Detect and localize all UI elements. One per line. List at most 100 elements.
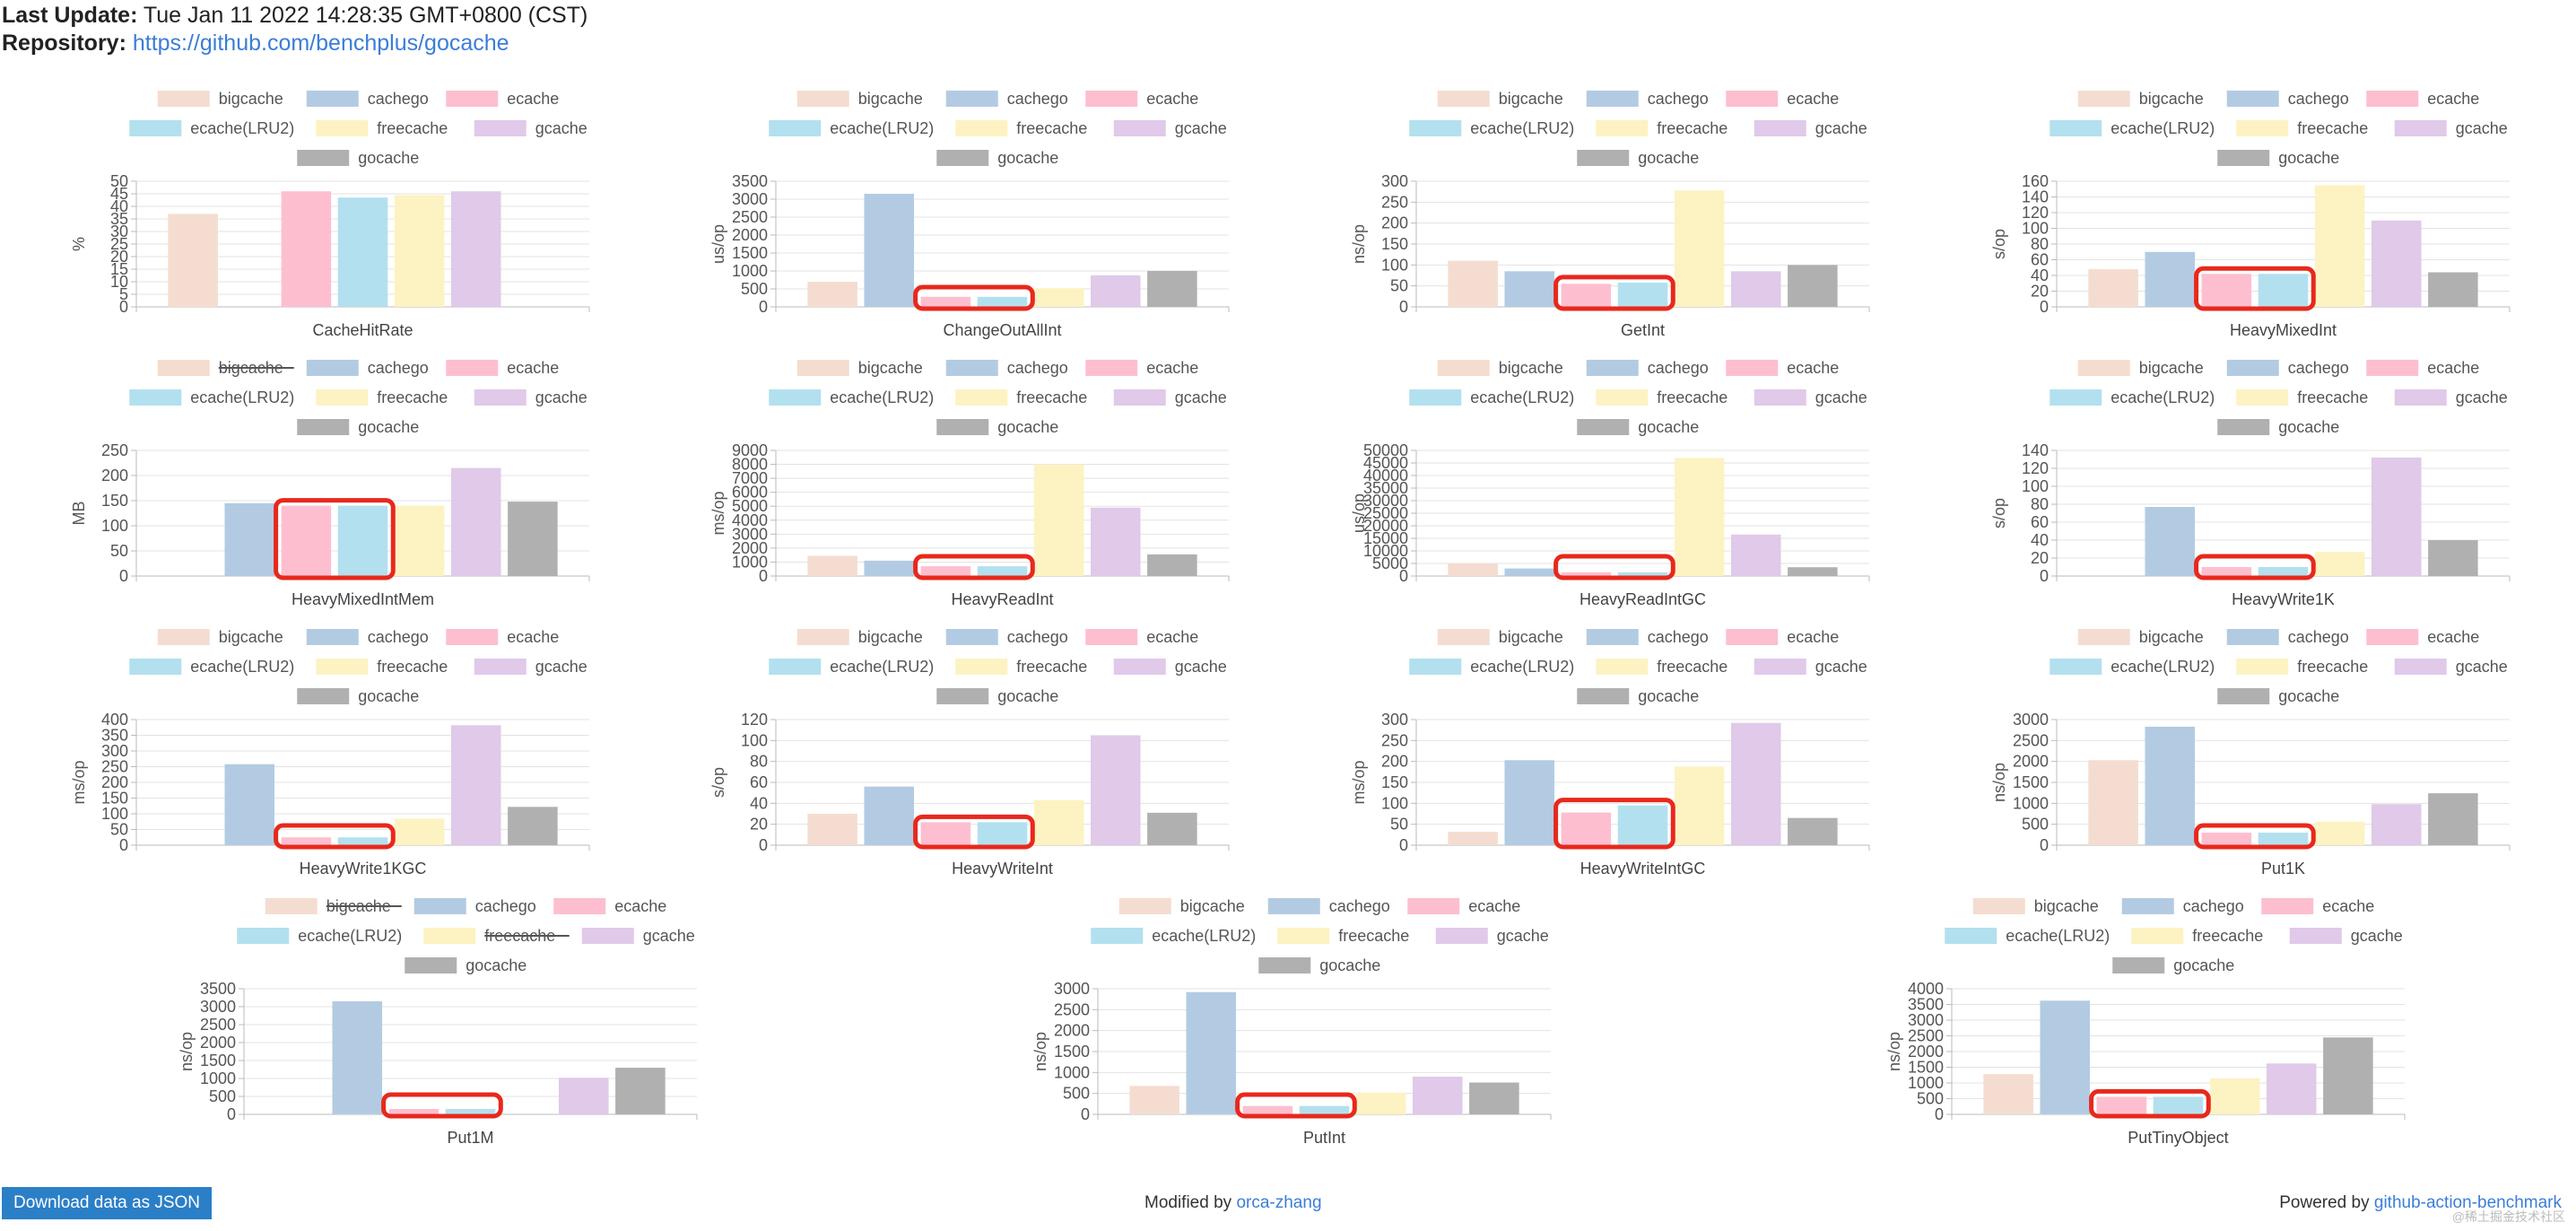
legend-item-bigcache[interactable]: bigcache xyxy=(796,359,923,377)
legend-item-gocache[interactable]: gocache xyxy=(936,418,1058,436)
bar-ecache-lru2[interactable] xyxy=(977,566,1028,576)
bar-gcache[interactable] xyxy=(1730,271,1781,307)
bar-gcache[interactable] xyxy=(1090,735,1141,846)
bar-freecache[interactable] xyxy=(1355,1092,1406,1114)
legend-item-gcache[interactable]: gcache xyxy=(1435,927,1549,945)
modified-by-link[interactable]: orca-zhang xyxy=(1236,1193,1322,1212)
legend-item-bigcache[interactable]: bigcache xyxy=(796,90,923,108)
bar-bigcache[interactable] xyxy=(1983,1074,2033,1114)
bar-gocache[interactable] xyxy=(2428,272,2478,308)
legend-item-ecache-lru2[interactable]: ecache(LRU2) xyxy=(1091,927,1256,945)
legend-item-gocache[interactable]: gocache xyxy=(2217,687,2339,705)
bar-gcache[interactable] xyxy=(558,1078,609,1114)
bar-ecache[interactable] xyxy=(920,822,971,845)
bar-gcache[interactable] xyxy=(1090,275,1141,307)
bar-gocache[interactable] xyxy=(508,807,558,845)
bar-gcache[interactable] xyxy=(1730,722,1781,845)
bar-freecache[interactable] xyxy=(1674,458,1725,576)
legend-item-gcache[interactable]: gcache xyxy=(2394,658,2508,676)
legend-item-gcache[interactable]: gcache xyxy=(1113,389,1227,406)
legend-item-cachego[interactable]: cachego xyxy=(1586,90,1709,108)
bar-ecache[interactable] xyxy=(920,296,971,307)
legend-item-bigcache[interactable]: bigcache xyxy=(265,897,402,915)
bar-gocache[interactable] xyxy=(1788,567,1838,576)
legend-item-ecache-lru2[interactable]: ecache(LRU2) xyxy=(237,927,402,945)
bar-freecache[interactable] xyxy=(2209,1078,2260,1114)
bar-cachego[interactable] xyxy=(1504,568,1555,576)
legend-item-freecache[interactable]: freecache xyxy=(1277,927,1409,945)
bar-gocache[interactable] xyxy=(1147,812,1197,845)
legend-item-gocache[interactable]: gocache xyxy=(297,149,419,167)
legend-item-gcache[interactable]: gcache xyxy=(2394,119,2508,137)
bar-gocache[interactable] xyxy=(508,502,558,576)
legend-item-freecache[interactable]: freecache xyxy=(955,389,1087,406)
bar-cachego[interactable] xyxy=(864,560,915,576)
legend-item-gcache[interactable]: gcache xyxy=(474,389,587,406)
legend-item-gcache[interactable]: gcache xyxy=(1113,119,1227,137)
bar-gcache[interactable] xyxy=(2266,1063,2317,1114)
bar-gocache[interactable] xyxy=(2323,1037,2373,1114)
legend-item-bigcache[interactable]: bigcache xyxy=(1437,90,1563,108)
legend-item-ecache[interactable]: ecache xyxy=(1726,90,1839,108)
bar-bigcache[interactable] xyxy=(2088,760,2138,845)
legend-item-ecache-lru2[interactable]: ecache(LRU2) xyxy=(769,119,934,137)
legend-item-gcache[interactable]: gcache xyxy=(1754,389,1867,406)
legend-item-freecache[interactable]: freecache xyxy=(423,927,570,945)
bar-ecache[interactable] xyxy=(920,566,971,576)
bar-ecache-lru2[interactable] xyxy=(337,505,388,576)
legend-item-ecache-lru2[interactable]: ecache(LRU2) xyxy=(1945,927,2110,945)
legend-item-cachego[interactable]: cachego xyxy=(306,628,429,646)
legend-item-gocache[interactable]: gocache xyxy=(1577,149,1699,167)
bar-gcache[interactable] xyxy=(450,191,501,307)
bar-freecache[interactable] xyxy=(1033,799,1084,845)
bar-cachego[interactable] xyxy=(224,502,275,576)
legend-item-ecache[interactable]: ecache xyxy=(1726,359,1839,377)
legend-item-cachego[interactable]: cachego xyxy=(2226,628,2349,646)
bar-ecache[interactable] xyxy=(2201,274,2252,307)
legend-item-bigcache[interactable]: bigcache xyxy=(1437,359,1563,377)
bar-ecache-lru2[interactable] xyxy=(1299,1105,1350,1114)
legend-item-freecache[interactable]: freecache xyxy=(316,389,448,406)
legend-item-ecache[interactable]: ecache xyxy=(1407,897,1520,915)
bar-ecache-lru2[interactable] xyxy=(977,296,1028,307)
legend-item-freecache[interactable]: freecache xyxy=(2236,389,2368,406)
bar-freecache[interactable] xyxy=(2314,552,2365,576)
bar-ecache[interactable] xyxy=(2096,1096,2147,1114)
bar-cachego[interactable] xyxy=(332,1001,383,1114)
legend-item-ecache[interactable]: ecache xyxy=(553,897,666,915)
legend-item-bigcache[interactable]: bigcache xyxy=(157,628,283,646)
legend-item-freecache[interactable]: freecache xyxy=(1596,658,1727,676)
bar-ecache[interactable] xyxy=(388,1109,439,1114)
legend-item-ecache-lru2[interactable]: ecache(LRU2) xyxy=(129,389,294,406)
legend-item-bigcache[interactable]: bigcache xyxy=(2077,359,2204,377)
legend-item-ecache-lru2[interactable]: ecache(LRU2) xyxy=(2049,389,2215,406)
legend-item-bigcache[interactable]: bigcache xyxy=(157,359,294,377)
legend-item-cachego[interactable]: cachego xyxy=(306,359,429,377)
legend-item-freecache[interactable]: freecache xyxy=(1596,119,1727,137)
bar-ecache-lru2[interactable] xyxy=(1617,282,1668,307)
legend-item-cachego[interactable]: cachego xyxy=(306,90,429,108)
bar-cachego[interactable] xyxy=(2145,251,2196,307)
bar-gocache[interactable] xyxy=(1788,265,1838,307)
legend-item-ecache-lru2[interactable]: ecache(LRU2) xyxy=(129,658,294,676)
legend-item-cachego[interactable]: cachego xyxy=(1586,359,1709,377)
bar-ecache[interactable] xyxy=(1242,1105,1293,1114)
bar-cachego[interactable] xyxy=(864,786,915,845)
bar-bigcache[interactable] xyxy=(168,214,218,307)
bar-ecache-lru2[interactable] xyxy=(2258,567,2309,576)
bar-cachego[interactable] xyxy=(2040,1000,2091,1114)
legend-item-gocache[interactable]: gocache xyxy=(405,956,527,974)
legend-item-gocache[interactable]: gocache xyxy=(936,149,1058,167)
legend-item-gcache[interactable]: gcache xyxy=(2394,389,2508,406)
bar-ecache-lru2[interactable] xyxy=(1617,805,1668,845)
bar-ecache[interactable] xyxy=(2201,567,2252,576)
legend-item-freecache[interactable]: freecache xyxy=(1596,389,1727,406)
legend-item-gcache[interactable]: gcache xyxy=(1113,658,1227,676)
legend-item-cachego[interactable]: cachego xyxy=(945,628,1068,646)
bar-gcache[interactable] xyxy=(1730,534,1781,576)
download-json-button[interactable]: Download data as JSON xyxy=(2,1187,212,1219)
legend-item-gocache[interactable]: gocache xyxy=(936,687,1058,705)
legend-item-freecache[interactable]: freecache xyxy=(955,658,1087,676)
legend-item-cachego[interactable]: cachego xyxy=(2121,897,2244,915)
bar-cachego[interactable] xyxy=(1504,271,1555,307)
